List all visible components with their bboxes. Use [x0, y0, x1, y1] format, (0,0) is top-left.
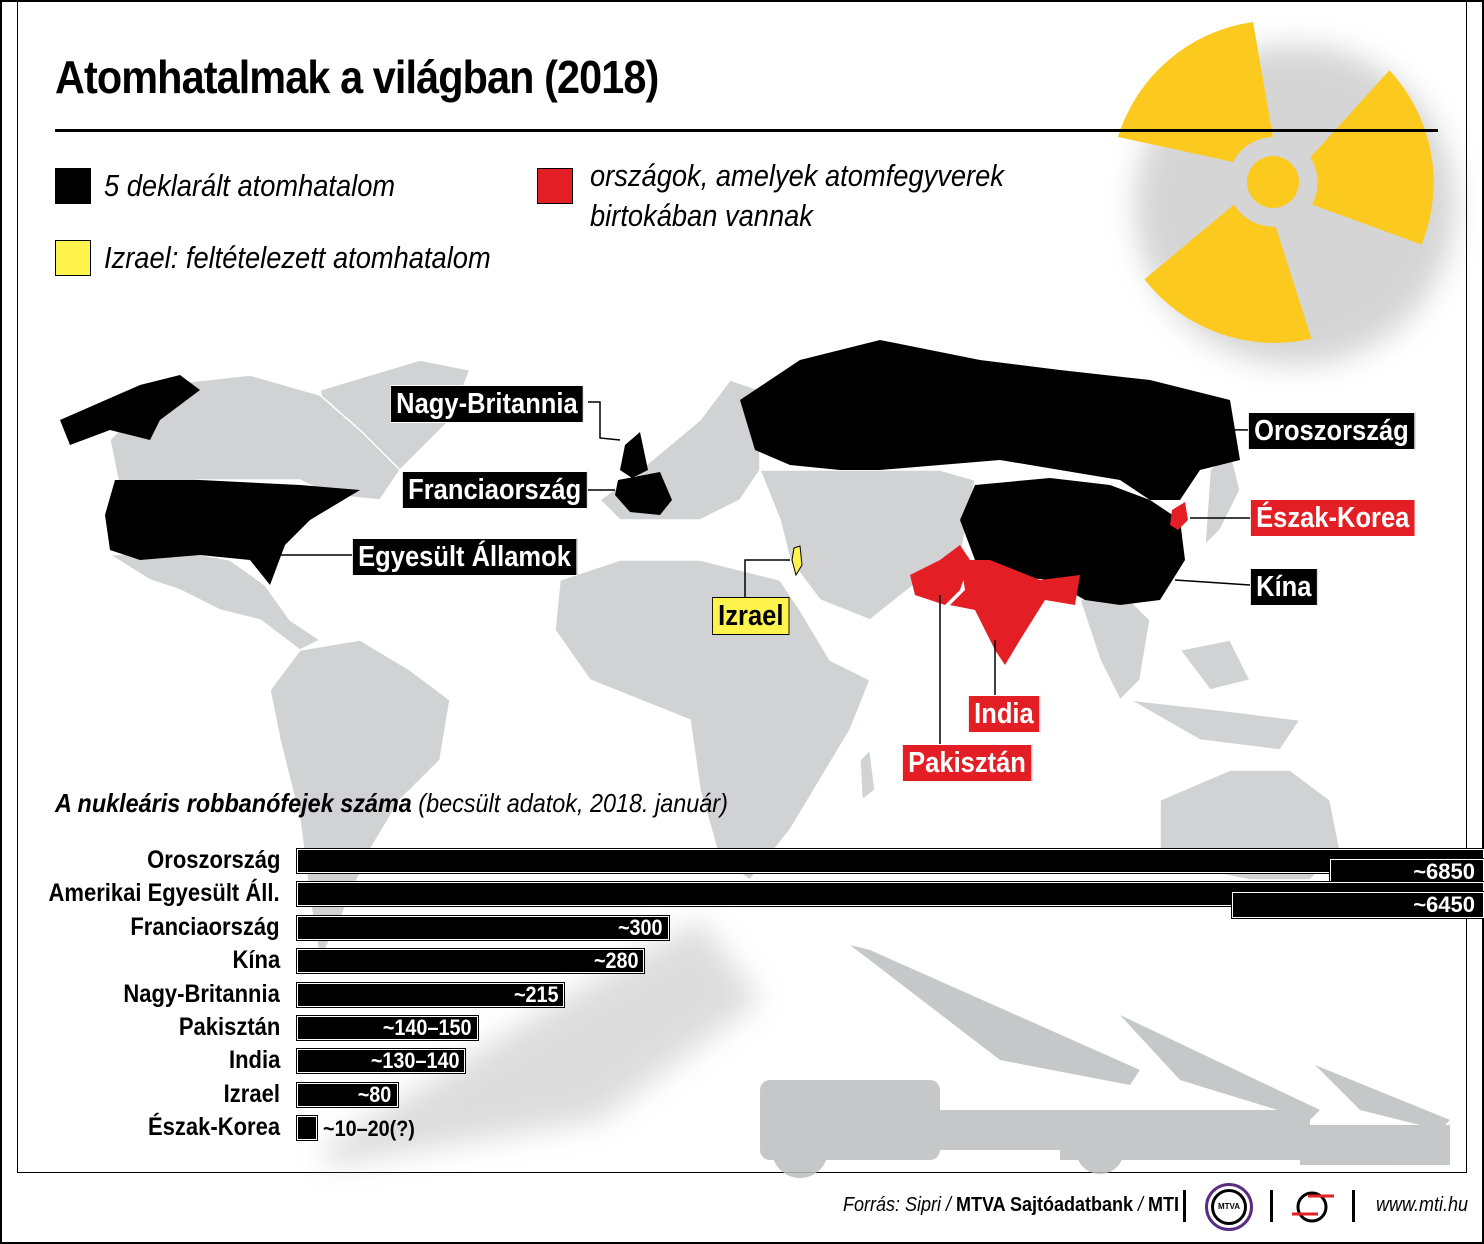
bar	[296, 848, 1484, 874]
bar-value-label: ~6450	[1231, 891, 1484, 920]
source-prefix: Forrás: Sipri /	[843, 1194, 957, 1216]
russia-shape	[740, 340, 1240, 500]
footer-divider	[1352, 1190, 1355, 1222]
bar-value-label: ~80	[358, 1081, 392, 1107]
land-masses	[107, 359, 1341, 963]
source-agency: MTI	[1148, 1194, 1180, 1216]
mti-logo	[1292, 1191, 1334, 1223]
bar-value-label: ~300	[618, 914, 663, 940]
bar-category-label: Pakisztán	[178, 1013, 280, 1041]
legend-swatch-declared	[55, 168, 91, 204]
bar-value-label: ~10–20(?)	[323, 1116, 416, 1142]
north-korea-shape	[1170, 502, 1188, 530]
map-label-russia: Oroszország	[1248, 412, 1415, 450]
legend-label-assumed: Izrael: feltételezett atomhatalom	[104, 240, 491, 275]
pakistan-shape	[910, 545, 970, 605]
legend-swatch-possessing	[537, 168, 573, 204]
chart-title: A nukleáris robbanófejek száma (becsült …	[55, 788, 728, 819]
bar	[296, 1015, 479, 1041]
radiation-trefoil-icon	[1118, 22, 1434, 343]
map-label-uk: Nagy-Britannia	[390, 385, 584, 423]
bar-value-label: ~6850	[1329, 858, 1484, 886]
chart-title-main: A nukleáris robbanófejek száma	[55, 788, 412, 818]
bar-category-label: Izrael	[223, 1079, 280, 1108]
india-shape	[950, 560, 1080, 665]
inner-frame	[17, 0, 1467, 1173]
declared-powers	[60, 340, 1240, 605]
map-label-china: Kína	[1250, 568, 1318, 606]
bar-value-label: ~140–150	[383, 1015, 472, 1040]
israel-shape	[791, 545, 803, 577]
legend-label-possessing-1: országok, amelyek atomfegyverek	[590, 158, 1004, 193]
mtva-logo-text: MTVA	[1211, 1189, 1247, 1225]
source-bold: MTVA Sajtóadatbank	[956, 1194, 1134, 1216]
bar-category-label: India	[228, 1046, 280, 1075]
footer-source: Forrás: Sipri / MTVA Sajtóadatbank / MTI	[843, 1194, 1179, 1217]
usa-shape	[60, 375, 360, 585]
map-label-india: India	[968, 695, 1040, 733]
france-shape	[615, 472, 672, 515]
bar-category-label: Amerikai Egyesült Áll.	[48, 879, 280, 908]
bar	[295, 1115, 319, 1142]
bar	[295, 1048, 467, 1075]
map-label-north-korea: Észak-Korea	[1250, 499, 1416, 537]
chart-shadow	[320, 920, 760, 1165]
page-title: Atomhatalmak a világban (2018)	[55, 51, 659, 103]
africa	[554, 559, 871, 882]
legend-label-declared: 5 deklarált atomhatalom	[104, 168, 396, 203]
map-label-pakistan: Pakisztán	[902, 744, 1033, 782]
bar-category-label: Franciaország	[130, 912, 280, 941]
bar-value-label: ~215	[513, 981, 559, 1007]
map-label-france: Franciaország	[402, 471, 588, 509]
bar	[296, 914, 670, 941]
footer-divider	[1183, 1190, 1186, 1222]
bar-category-label: Észak-Korea	[147, 1113, 280, 1142]
map-label-israel: Izrael	[712, 597, 790, 635]
source-separator: /	[1133, 1194, 1149, 1216]
bar	[295, 981, 566, 1008]
chart-subtitle: (becsült adatok, 2018. január)	[418, 788, 728, 818]
legend-swatch-assumed	[55, 240, 91, 276]
possessing-powers	[910, 502, 1188, 665]
bar-category-label: Oroszország	[146, 846, 280, 874]
southeast-asia	[1079, 589, 1302, 751]
leader-lines	[280, 401, 1251, 744]
mtva-logo: MTVA	[1205, 1183, 1253, 1231]
map-label-usa: Egyesült Államok	[352, 538, 578, 576]
madagascar	[859, 748, 876, 802]
uk-shape	[620, 432, 648, 478]
footer-website: www.mti.hu	[1376, 1194, 1469, 1216]
title-divider	[55, 129, 1438, 132]
legend-label-possessing-2: birtokában vannak	[590, 198, 813, 233]
footer-divider	[1270, 1190, 1273, 1222]
bar-value-label: ~280	[593, 948, 639, 974]
bar-value-label: ~130–140	[370, 1048, 460, 1074]
bar-category-label: Kína	[232, 946, 280, 975]
bar-category-label: Nagy-Britannia	[123, 979, 280, 1008]
mexico-central-america	[107, 549, 322, 651]
bar	[295, 948, 646, 975]
bar	[296, 1081, 399, 1108]
missile-launcher-silhouette	[760, 945, 1450, 1178]
